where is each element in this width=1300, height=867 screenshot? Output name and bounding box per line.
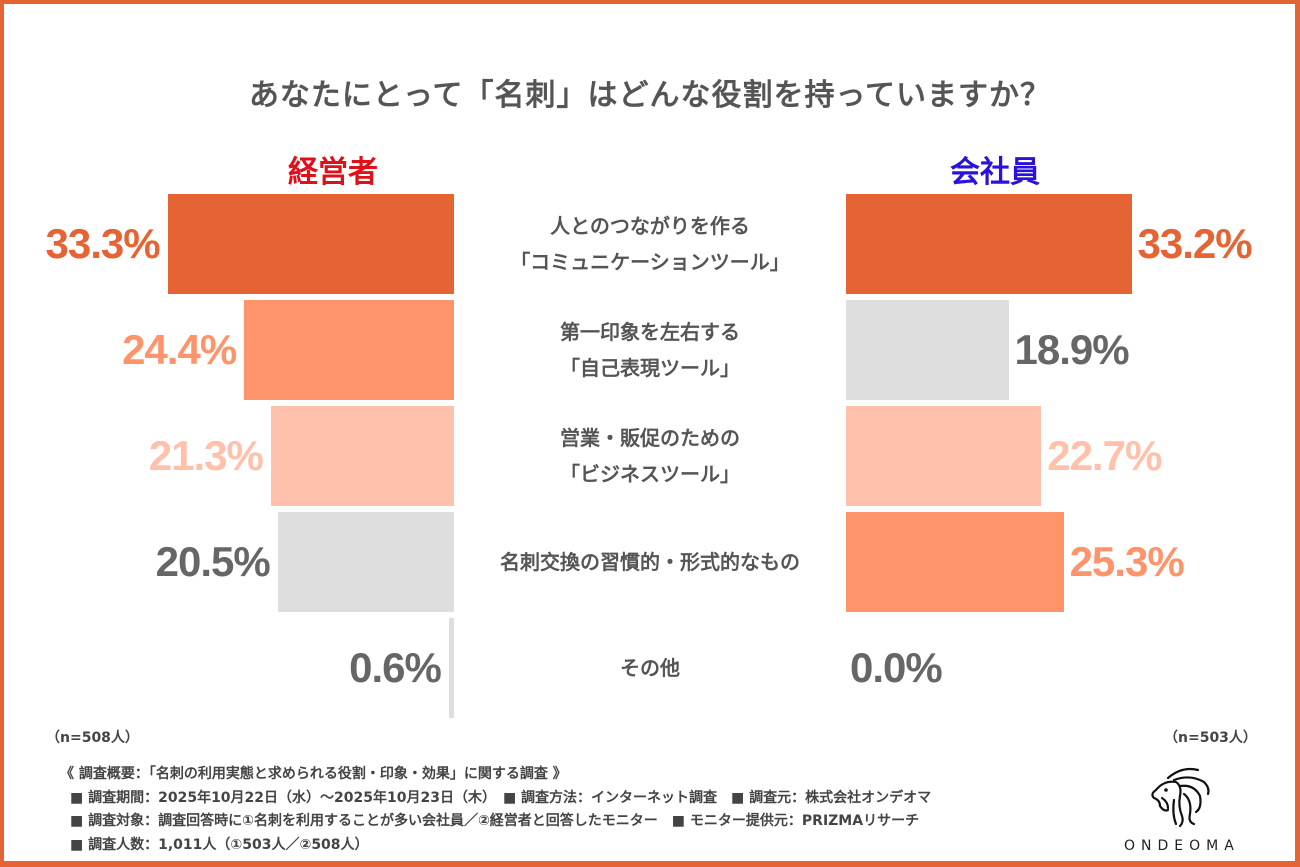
survey-note-line: ■ 調査期間：2025年10月22日（水）～2025年10月23日（木） ■ 調… [70,789,932,806]
executives-value-label: 21.3% [148,432,264,479]
category-label: 人とのつながりを作る「コミュニケーションツール」 [460,194,840,294]
executives-value-label: 24.4% [122,326,237,373]
group-header-employees: 会社員 [950,155,1040,190]
category-label-line: 名刺交換の習慣的・形式的なもの [500,550,800,574]
executives-bar [270,406,454,506]
sample-size-executives: （n=508人） [46,730,139,746]
category-label-line: 「コミュニケーションツール」 [510,250,790,274]
survey-notes: 《 調査概要：「名刺の利用実態と求められる役割・印象・効果」に関する調査 》 ■… [60,763,931,857]
category-label-line: 「自己表現ツール」 [560,356,740,380]
category-label: 第一印象を左右する 「自己表現ツール」 [460,300,840,400]
survey-notes-heading: 《 調査概要：「名刺の利用実態と求められる役割・印象・効果」に関する調査 》 [60,766,567,782]
employees-bar [846,300,1009,400]
category-label-line: 第一印象を左右する [560,320,740,344]
employees-value-label: 22.7% [1047,432,1162,479]
category-label: 営業・販促のための 「ビジネスツール」 [460,406,840,506]
employees-bar [846,406,1042,506]
executives-bar [277,512,454,612]
executives-bar [244,300,454,400]
category-label: その他 [460,618,840,718]
executives-bar [448,618,454,718]
employees-value-label: 25.3% [1069,538,1185,585]
category-label-line: その他 [620,656,680,680]
survey-note-line: ■ 調査対象：調査回答時に①名刺を利用することが多い会社員／②経営者と回答したモ… [70,813,920,829]
ondeoma-logo: ONDEOMA [1118,760,1238,855]
lion-head-icon [1151,767,1210,828]
executives-bar [167,194,454,294]
executives-value-label: 33.3% [45,220,161,267]
executives-value-label: 20.5% [155,538,271,585]
employees-value-label: 33.2% [1137,220,1253,267]
survey-note-line: ■ 調査人数：1,011人（①503人／②508人） [70,836,369,853]
chart-title: あなたにとって「名刺」はどんな役割を持っていますか？ [248,78,1052,113]
category-label-line: 営業・販促のための [560,426,740,450]
sample-size-employees: （n=503人） [1164,730,1257,746]
employees-value-label: 0.0% [850,644,943,691]
employees-bar [846,194,1132,294]
group-header-executives: 経営者 [288,155,378,190]
employees-bar [846,512,1064,612]
employees-value-label: 18.9% [1014,326,1130,373]
category-label-line: 人とのつながりを作る [550,214,750,238]
executives-value-label: 0.6% [349,644,442,691]
logo-text: ONDEOMA [1124,838,1240,854]
category-label: 名刺交換の習慣的・形式的なもの [460,512,840,612]
category-label-line: 「ビジネスツール」 [560,462,740,486]
